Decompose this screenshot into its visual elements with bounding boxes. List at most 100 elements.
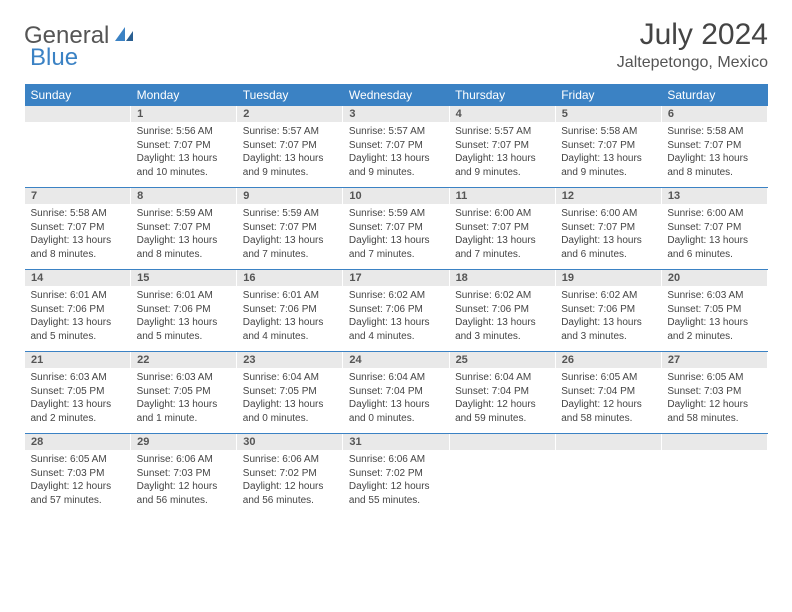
sunrise-line: Sunrise: 6:03 AM [667,289,761,303]
sunrise-line: Sunrise: 5:58 AM [667,125,761,139]
sunset-line: Sunset: 7:05 PM [137,385,231,399]
day-number-cell: 25 [449,352,555,368]
day-content-cell: Sunrise: 5:59 AMSunset: 7:07 PMDaylight:… [343,204,449,270]
daylight-line: Daylight: 13 hours and 6 minutes. [561,234,655,261]
month-title: July 2024 [617,18,768,52]
sunset-line: Sunset: 7:03 PM [667,385,761,399]
day-content-cell: Sunrise: 6:03 AMSunset: 7:05 PMDaylight:… [661,286,767,352]
sunrise-line: Sunrise: 5:59 AM [243,207,337,221]
sunrise-line: Sunrise: 5:58 AM [561,125,655,139]
day-number-cell: 7 [25,188,131,204]
weekday-header: Friday [555,84,661,106]
day-content-cell: Sunrise: 6:05 AMSunset: 7:04 PMDaylight:… [555,368,661,434]
sunrise-line: Sunrise: 6:06 AM [349,453,443,467]
day-number-cell: 30 [237,434,343,450]
daylight-line: Daylight: 12 hours and 59 minutes. [455,398,549,425]
day-content-cell [661,450,767,515]
sunset-line: Sunset: 7:07 PM [667,221,761,235]
daynum-row: 78910111213 [25,188,768,204]
sunset-line: Sunset: 7:07 PM [561,139,655,153]
day-number-cell: 2 [237,106,343,122]
logo-text-blue: Blue [30,44,78,72]
daylight-line: Daylight: 13 hours and 9 minutes. [455,152,549,179]
day-number-cell [25,106,131,122]
sunset-line: Sunset: 7:06 PM [137,303,231,317]
weekday-header: Saturday [661,84,767,106]
day-content-cell: Sunrise: 6:06 AMSunset: 7:02 PMDaylight:… [237,450,343,515]
day-content-cell: Sunrise: 6:06 AMSunset: 7:02 PMDaylight:… [343,450,449,515]
daylight-line: Daylight: 13 hours and 9 minutes. [561,152,655,179]
daylight-line: Daylight: 12 hours and 58 minutes. [667,398,761,425]
sunrise-line: Sunrise: 6:04 AM [243,371,337,385]
day-number-cell: 15 [131,270,237,286]
sunset-line: Sunset: 7:07 PM [349,139,443,153]
day-number-cell: 29 [131,434,237,450]
sunrise-line: Sunrise: 6:01 AM [243,289,337,303]
day-number-cell [661,434,767,450]
sunrise-line: Sunrise: 6:02 AM [455,289,549,303]
sunset-line: Sunset: 7:03 PM [137,467,231,481]
day-number-cell: 14 [25,270,131,286]
sunset-line: Sunset: 7:02 PM [243,467,337,481]
daylight-line: Daylight: 13 hours and 3 minutes. [455,316,549,343]
day-number-cell: 23 [237,352,343,368]
daycontent-row: Sunrise: 6:05 AMSunset: 7:03 PMDaylight:… [25,450,768,515]
location-subtitle: Jaltepetongo, Mexico [617,54,768,72]
weekday-header: Monday [131,84,237,106]
daylight-line: Daylight: 13 hours and 0 minutes. [349,398,443,425]
daynum-row: 123456 [25,106,768,122]
day-number-cell: 26 [555,352,661,368]
sunrise-line: Sunrise: 6:05 AM [561,371,655,385]
daynum-row: 28293031 [25,434,768,450]
day-number-cell: 20 [661,270,767,286]
sunset-line: Sunset: 7:07 PM [243,139,337,153]
day-number-cell: 16 [237,270,343,286]
day-content-cell: Sunrise: 5:58 AMSunset: 7:07 PMDaylight:… [25,204,131,270]
day-content-cell: Sunrise: 6:03 AMSunset: 7:05 PMDaylight:… [25,368,131,434]
sunrise-line: Sunrise: 6:01 AM [137,289,231,303]
sunrise-line: Sunrise: 6:00 AM [455,207,549,221]
sunset-line: Sunset: 7:07 PM [137,139,231,153]
sunset-line: Sunset: 7:07 PM [667,139,761,153]
sunrise-line: Sunrise: 6:03 AM [137,371,231,385]
sunrise-line: Sunrise: 5:57 AM [349,125,443,139]
day-content-cell: Sunrise: 5:57 AMSunset: 7:07 PMDaylight:… [449,122,555,188]
sunrise-line: Sunrise: 5:59 AM [137,207,231,221]
title-block: July 2024 Jaltepetongo, Mexico [617,18,768,72]
day-content-cell: Sunrise: 5:57 AMSunset: 7:07 PMDaylight:… [343,122,449,188]
day-content-cell: Sunrise: 6:06 AMSunset: 7:03 PMDaylight:… [131,450,237,515]
sunrise-line: Sunrise: 6:01 AM [31,289,125,303]
sunset-line: Sunset: 7:02 PM [349,467,443,481]
sunset-line: Sunset: 7:05 PM [243,385,337,399]
sunrise-line: Sunrise: 6:04 AM [455,371,549,385]
weekday-header: Wednesday [343,84,449,106]
daylight-line: Daylight: 13 hours and 10 minutes. [137,152,231,179]
day-content-cell: Sunrise: 5:57 AMSunset: 7:07 PMDaylight:… [237,122,343,188]
day-number-cell: 21 [25,352,131,368]
daylight-line: Daylight: 12 hours and 58 minutes. [561,398,655,425]
sunrise-line: Sunrise: 6:03 AM [31,371,125,385]
day-content-cell: Sunrise: 6:00 AMSunset: 7:07 PMDaylight:… [555,204,661,270]
daylight-line: Daylight: 13 hours and 7 minutes. [243,234,337,261]
day-number-cell: 6 [661,106,767,122]
daycontent-row: Sunrise: 6:03 AMSunset: 7:05 PMDaylight:… [25,368,768,434]
page-header: General July 2024 Jaltepetongo, Mexico [24,18,768,72]
sunrise-line: Sunrise: 6:02 AM [561,289,655,303]
sunrise-line: Sunrise: 5:57 AM [455,125,549,139]
daylight-line: Daylight: 13 hours and 5 minutes. [137,316,231,343]
day-number-cell: 9 [237,188,343,204]
sunrise-line: Sunrise: 5:59 AM [349,207,443,221]
day-number-cell: 10 [343,188,449,204]
sunset-line: Sunset: 7:04 PM [349,385,443,399]
daylight-line: Daylight: 13 hours and 3 minutes. [561,316,655,343]
weekday-header-row: SundayMondayTuesdayWednesdayThursdayFrid… [25,84,768,106]
sunset-line: Sunset: 7:07 PM [137,221,231,235]
sunrise-line: Sunrise: 6:06 AM [243,453,337,467]
day-number-cell: 19 [555,270,661,286]
sunset-line: Sunset: 7:07 PM [31,221,125,235]
day-content-cell: Sunrise: 6:04 AMSunset: 7:05 PMDaylight:… [237,368,343,434]
day-number-cell: 24 [343,352,449,368]
day-number-cell: 31 [343,434,449,450]
day-number-cell: 5 [555,106,661,122]
daylight-line: Daylight: 13 hours and 7 minutes. [349,234,443,261]
